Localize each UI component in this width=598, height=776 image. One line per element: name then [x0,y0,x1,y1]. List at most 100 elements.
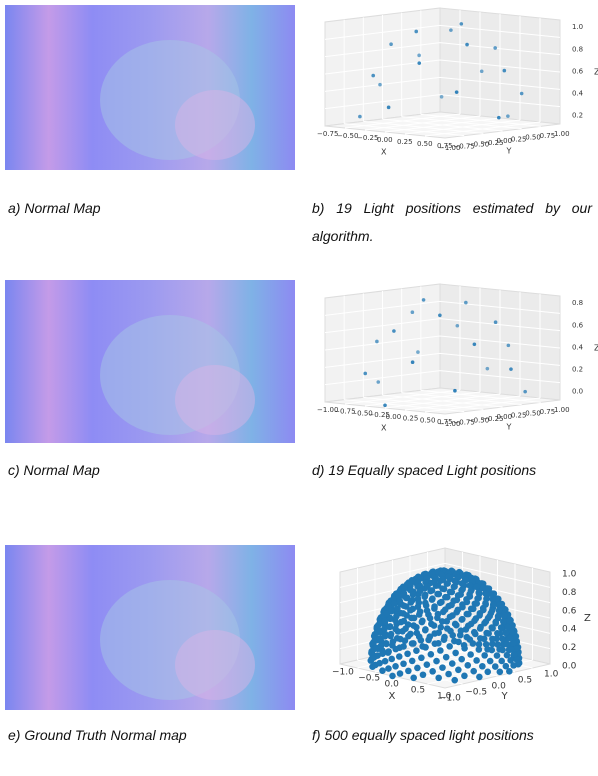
scatter-3d: 1.0 0.8 0.6 0.4 0.2 0.0 Z −1.0 −0.5 0.0 0.5 1.0 X −1.… [332,547,591,704]
light-point [465,42,469,47]
light-point [377,642,385,650]
light-point [422,644,429,651]
light-point [459,585,466,593]
light-point [445,670,452,678]
x-tick-label: −0.50 [337,132,358,140]
light-point [439,95,444,99]
light-point [480,606,487,614]
light-point [394,605,401,612]
light-point [470,628,478,636]
light-point [489,601,497,609]
y-tick-label: 0.50 [525,134,541,142]
normal-map-c [5,280,295,443]
y-tick-label: 0.75 [540,408,556,416]
y-tick-label: −0.25 [482,139,503,147]
grid-line [324,24,561,40]
x-tick-label: 0.00 [377,136,393,144]
light-point [379,650,386,657]
light-point [488,640,496,648]
light-point [429,595,436,602]
light-point [437,624,445,631]
light-point [410,310,415,314]
light-point [386,623,394,630]
light-point [466,593,474,600]
light-point [469,605,477,613]
light-point [423,607,431,614]
light-point [451,676,459,684]
light-point [400,617,408,625]
light-point [502,68,507,73]
light-point [499,635,506,643]
light-point [461,672,468,680]
light-point [410,622,417,629]
light-point [393,620,400,628]
light-point [473,657,480,664]
light-point [482,601,490,608]
light-point [415,611,423,618]
x-axis-label: X [389,691,396,702]
light-point [449,28,453,32]
light-point [453,608,460,616]
light-point [402,625,409,632]
light-point [506,667,513,675]
light-point [428,587,436,594]
light-point [505,617,512,625]
light-point [376,635,384,642]
light-point [470,667,478,675]
light-point [389,42,393,47]
x-tick-label: 0.75 [437,142,453,150]
light-point [444,580,451,587]
light-point [489,595,496,603]
light-point [388,607,395,615]
grid-line [324,42,561,58]
y-axis-label: Y [506,147,512,156]
light-point [423,661,431,668]
light-point [475,594,482,602]
light-point [422,626,429,633]
light-point [442,653,450,661]
grid-line [424,121,541,137]
light-point [410,360,415,364]
light-point [426,633,434,640]
light-point [496,668,504,676]
light-point [385,648,392,655]
light-point [445,573,452,581]
light-point [510,662,517,669]
light-point [378,82,382,87]
z-tick-label: 0.2 [562,643,576,653]
light-point [418,654,425,662]
light-point [446,613,454,621]
z-tick-label: 0.2 [572,112,583,120]
light-point [506,343,511,348]
light-point [455,638,462,646]
light-point [492,618,499,626]
light-point [440,585,448,593]
light-point [439,664,446,671]
y-axis-label: Y [501,691,509,702]
light-point [512,645,520,652]
light-point [396,670,404,677]
y-tick-label: −1.0 [439,694,461,704]
light-point [458,580,466,587]
light-point [408,657,416,665]
light-point [477,623,484,631]
light-point [400,602,408,609]
z-tick-label: 0.6 [572,321,584,329]
light-point [509,367,513,371]
z-tick-label: 1.0 [572,23,583,31]
z-tick-label: 0.4 [572,343,584,351]
x-axis-label: X [381,148,387,157]
light-point [434,582,442,589]
y-tick-label: 0.75 [540,132,556,140]
light-point [464,300,468,305]
light-point [388,655,396,663]
light-point [504,623,512,631]
light-point [482,589,489,597]
light-point [381,625,388,633]
light-point [418,618,426,626]
light-point [464,661,472,669]
light-point [414,603,422,611]
light-point [479,69,484,74]
z-axis-label: Z [594,344,598,353]
